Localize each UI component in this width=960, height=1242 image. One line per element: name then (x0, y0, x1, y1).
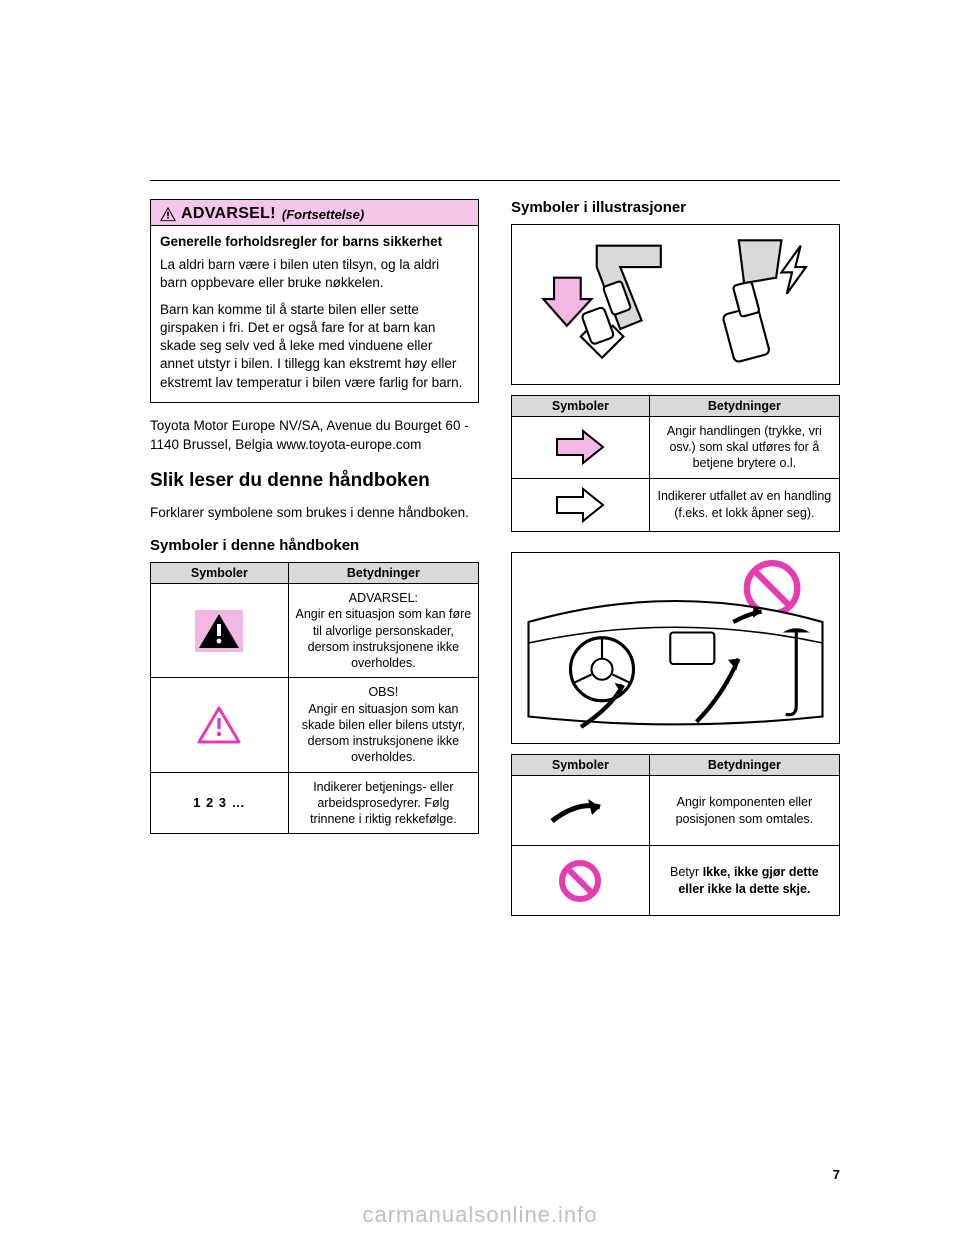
meaning-warning: ADVARSEL: Angir en situasjon som kan før… (288, 584, 478, 678)
symbol-warning-triangle (151, 584, 289, 678)
top-rule (150, 180, 840, 181)
meaning-prohibition: Betyr Ikke, ikke gjør dette eller ikke l… (649, 846, 839, 916)
symbols-table-3: Symboler Betydninger Angir komponenten e… (511, 754, 840, 916)
symbols-table-1: Symboler Betydninger ADVARSEL: Angir en … (150, 562, 479, 834)
symbol-caution-triangle (151, 678, 289, 772)
meaning-pointer: Angir komponenten eller posisjonen som o… (649, 776, 839, 846)
address-block: Toyota Motor Europe NV/SA, Avenue du Bou… (150, 417, 479, 455)
warning-header: ADVARSEL! (Fortsettelse) (151, 200, 478, 225)
table2-col1: Symboler (512, 395, 650, 416)
warning-continuation: (Fortsettelse) (282, 207, 364, 222)
steps-label: 1 2 3 … (157, 795, 282, 812)
table1-col1: Symboler (151, 563, 289, 584)
table2-title: Symboler i illustrasjoner (511, 199, 840, 216)
watermark: carmanualsonline.info (0, 1202, 960, 1228)
warning-body: Generelle forholdsregler for barns sikke… (151, 225, 478, 402)
section-intro: Forklarer symbolene som brukes i denne h… (150, 504, 479, 523)
page-number: 7 (833, 1167, 840, 1182)
warning-p1: La aldri barn være i bilen uten tilsyn, … (160, 256, 469, 292)
symbol-outline-arrow (512, 478, 650, 531)
right-column: Symboler i illustrasjoner (511, 199, 840, 916)
dashboard-illustration (511, 552, 840, 745)
table1-title: Symboler i denne håndboken (150, 537, 479, 554)
seatbelt-illustration (511, 224, 840, 385)
mean-prefix: Betyr (670, 865, 703, 879)
warning-title: ADVARSEL! (181, 205, 276, 223)
section-heading: Slik leser du denne håndboken (150, 469, 479, 493)
seatbelt-insert-svg (522, 235, 672, 374)
warning-p2: Barn kan komme til å starte bilen eller … (160, 301, 469, 392)
symbol-steps: 1 2 3 … (151, 772, 289, 834)
meaning-caution: OBS! Angir en situasjon som kan skade bi… (288, 678, 478, 772)
table1-col2: Betydninger (288, 563, 478, 584)
warning-box: ADVARSEL! (Fortsettelse) Generelle forho… (150, 199, 479, 403)
table3-col2: Betydninger (649, 755, 839, 776)
table3-col1: Symboler (512, 755, 650, 776)
symbols-table-2: Symboler Betydninger Angir handlingen (t… (511, 395, 840, 532)
seatbelt-release-svg (680, 235, 830, 374)
manual-page: ADVARSEL! (Fortsettelse) Generelle forho… (0, 0, 960, 1242)
meaning-pink-arrow: Angir handlingen (trykke, vri osv.) som … (649, 416, 839, 478)
table2-col2: Betydninger (649, 395, 839, 416)
symbol-prohibition (512, 846, 650, 916)
left-column: ADVARSEL! (Fortsettelse) Generelle forho… (150, 199, 479, 916)
meaning-steps: Indikerer betjenings- eller arbeidsprose… (288, 772, 478, 834)
warning-subhead: Generelle forholdsregler for barns sikke… (160, 233, 469, 251)
symbol-pointer-arrow (512, 776, 650, 846)
warning-icon (159, 206, 177, 222)
symbol-pink-arrow (512, 416, 650, 478)
two-column-layout: ADVARSEL! (Fortsettelse) Generelle forho… (150, 199, 840, 916)
meaning-outline-arrow: Indikerer utfallet av en handling (f.eks… (649, 478, 839, 531)
